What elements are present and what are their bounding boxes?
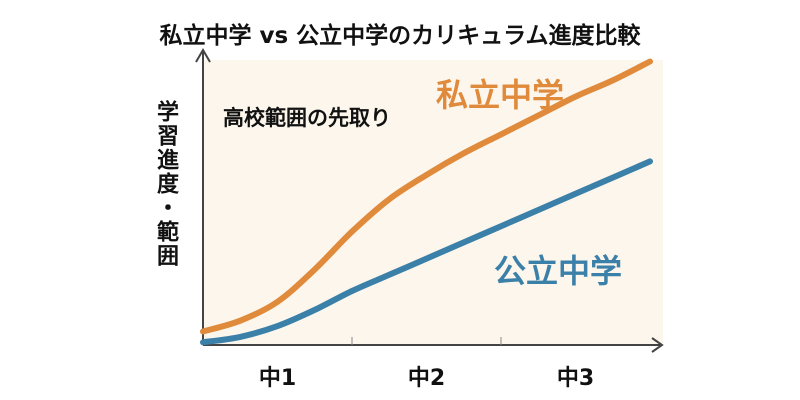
y-axis-arrow — [195, 48, 211, 63]
series-label-private: 私立中学 — [436, 76, 565, 114]
chart-title: 私立中学 vs 公立中学のカリキュラム進度比較 — [159, 23, 641, 49]
series-line-private — [200, 58, 653, 335]
annotation-label: 高校範囲の先取り — [223, 106, 391, 130]
x-tick-label: 中3 — [557, 366, 594, 391]
y-axis-label: 学習進度・範囲 — [153, 100, 178, 268]
series-line-public — [200, 158, 653, 346]
x-tick-label: 中2 — [408, 366, 445, 391]
x-axis-arrow — [651, 337, 664, 353]
series-label-public: 公立中学 — [494, 252, 623, 290]
x-tick-label: 中1 — [259, 366, 296, 391]
